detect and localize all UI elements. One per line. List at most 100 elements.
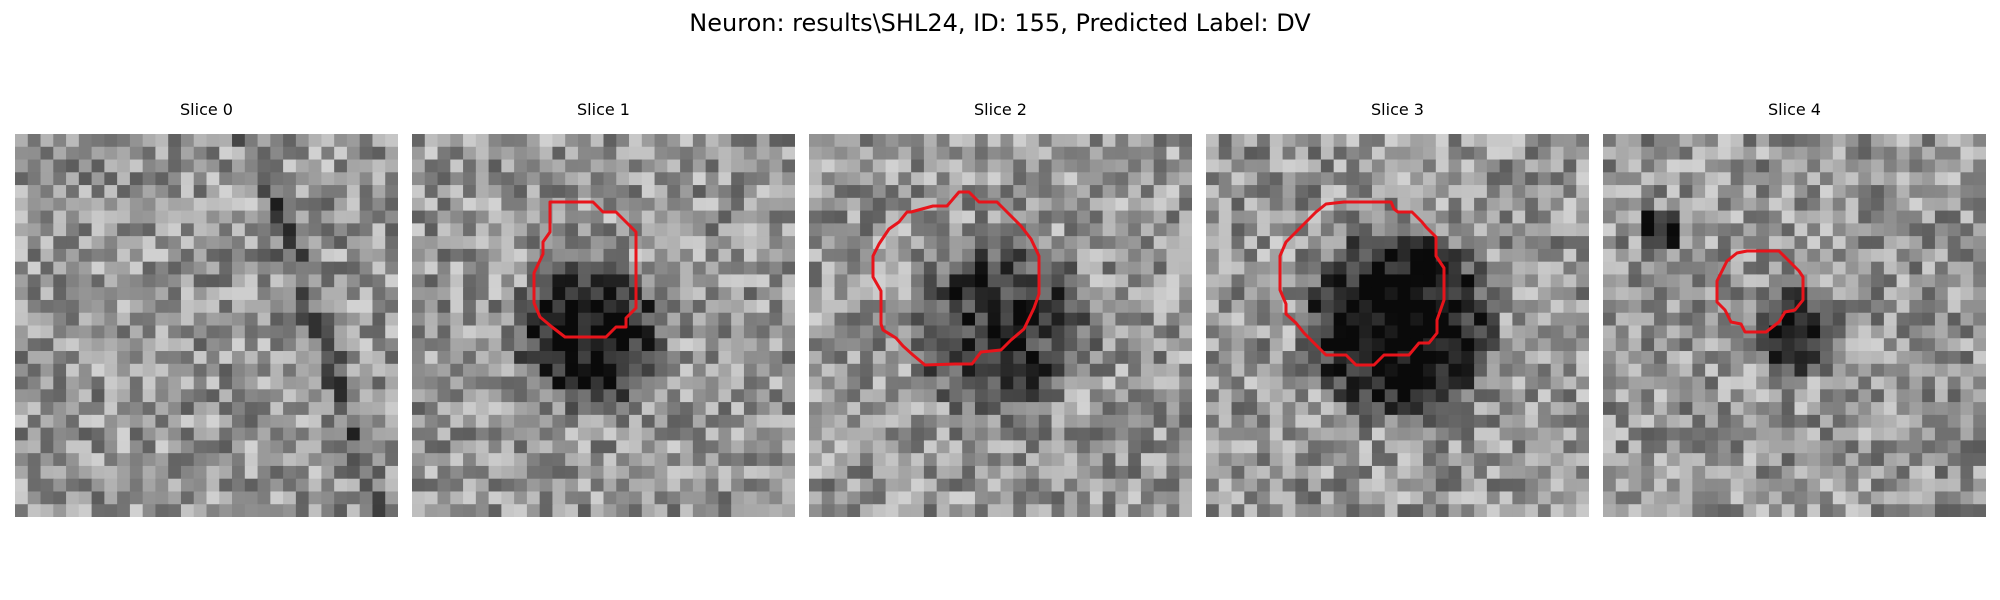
image-pixel xyxy=(603,159,617,173)
image-pixel xyxy=(1922,261,1936,276)
image-pixel xyxy=(1000,236,1014,250)
image-pixel xyxy=(1973,491,1986,505)
image-pixel xyxy=(1384,465,1399,480)
image-pixel xyxy=(705,261,719,276)
image-pixel xyxy=(1794,453,1808,467)
slice-panel-3: Slice 3 xyxy=(1206,100,1589,517)
image-pixel xyxy=(104,172,118,186)
image-pixel xyxy=(193,274,208,288)
image-pixel xyxy=(987,440,1002,454)
image-pixel xyxy=(232,465,246,480)
image-pixel xyxy=(1140,440,1155,454)
image-pixel xyxy=(1308,134,1322,148)
image-pixel xyxy=(1550,236,1565,250)
image-pixel xyxy=(1128,325,1142,339)
image-pixel xyxy=(987,172,1002,186)
image-pixel xyxy=(1858,134,1872,148)
image-pixel xyxy=(1115,197,1129,212)
image-pixel xyxy=(15,185,29,199)
image-pixel xyxy=(885,389,899,403)
image-pixel xyxy=(1973,299,1986,314)
image-pixel xyxy=(1947,338,1962,352)
image-pixel xyxy=(1051,427,1065,441)
image-pixel xyxy=(1282,261,1296,276)
image-pixel xyxy=(756,134,771,148)
image-pixel xyxy=(809,287,823,301)
image-pixel xyxy=(1934,248,1949,263)
image-pixel xyxy=(1474,478,1488,493)
image-pixel xyxy=(731,491,745,505)
image-pixel xyxy=(1641,223,1655,237)
image-pixel xyxy=(1934,478,1949,493)
image-pixel xyxy=(1206,325,1220,339)
image-pixel xyxy=(321,376,335,390)
image-pixel xyxy=(1641,376,1655,390)
image-pixel xyxy=(860,453,874,467)
image-pixel xyxy=(654,414,668,429)
image-pixel xyxy=(1512,159,1526,173)
image-pixel xyxy=(1371,453,1386,467)
image-pixel xyxy=(450,351,464,365)
image-pixel xyxy=(1832,274,1847,288)
image-pixel xyxy=(142,478,157,493)
image-pixel xyxy=(860,236,874,250)
image-pixel xyxy=(1448,440,1462,454)
image-pixel xyxy=(1397,185,1411,199)
image-pixel xyxy=(1140,363,1155,378)
image-pixel xyxy=(437,363,451,378)
image-pixel xyxy=(1153,414,1168,429)
image-pixel xyxy=(1026,427,1040,441)
image-pixel xyxy=(1474,427,1488,441)
image-pixel xyxy=(1756,465,1770,480)
image-pixel xyxy=(1231,287,1245,301)
image-pixel xyxy=(1499,312,1513,327)
image-pixel xyxy=(885,223,899,237)
image-pixel xyxy=(692,312,707,327)
image-pixel xyxy=(731,402,745,416)
image-pixel xyxy=(514,185,528,199)
image-pixel xyxy=(308,172,322,186)
image-pixel xyxy=(1166,223,1180,237)
image-pixel xyxy=(1730,172,1745,186)
image-pixel xyxy=(346,287,361,301)
image-pixel xyxy=(219,376,233,390)
image-pixel xyxy=(1641,389,1655,403)
image-pixel xyxy=(437,236,451,250)
image-pixel xyxy=(692,172,707,186)
image-pixel xyxy=(244,312,259,327)
image-pixel xyxy=(1179,465,1192,480)
image-pixel xyxy=(756,351,771,365)
image-pixel xyxy=(1973,402,1986,416)
image-pixel xyxy=(244,287,259,301)
image-pixel xyxy=(1615,197,1630,212)
image-pixel xyxy=(66,248,80,263)
image-pixel xyxy=(270,453,284,467)
image-pixel xyxy=(1435,146,1450,161)
image-pixel xyxy=(809,236,823,250)
slice-0-svg xyxy=(15,134,398,517)
image-pixel xyxy=(577,478,592,493)
image-pixel xyxy=(1512,478,1526,493)
image-pixel xyxy=(1973,427,1986,441)
image-pixel xyxy=(424,185,439,199)
image-pixel xyxy=(1448,351,1462,365)
image-pixel xyxy=(834,465,848,480)
image-pixel xyxy=(860,504,874,517)
image-pixel xyxy=(129,146,144,161)
image-pixel xyxy=(270,351,284,365)
image-pixel xyxy=(1153,299,1168,314)
image-pixel xyxy=(1973,248,1986,263)
image-pixel xyxy=(1947,414,1962,429)
image-pixel xyxy=(1922,491,1936,505)
image-pixel xyxy=(1820,338,1834,352)
image-pixel xyxy=(526,363,541,378)
image-pixel xyxy=(104,223,118,237)
image-pixel xyxy=(1474,453,1488,467)
image-pixel xyxy=(1128,248,1142,263)
image-pixel xyxy=(1871,478,1885,493)
image-pixel xyxy=(372,197,386,212)
image-pixel xyxy=(1794,299,1808,314)
image-pixel xyxy=(27,146,42,161)
image-pixel xyxy=(1807,210,1821,224)
image-pixel xyxy=(1166,363,1180,378)
